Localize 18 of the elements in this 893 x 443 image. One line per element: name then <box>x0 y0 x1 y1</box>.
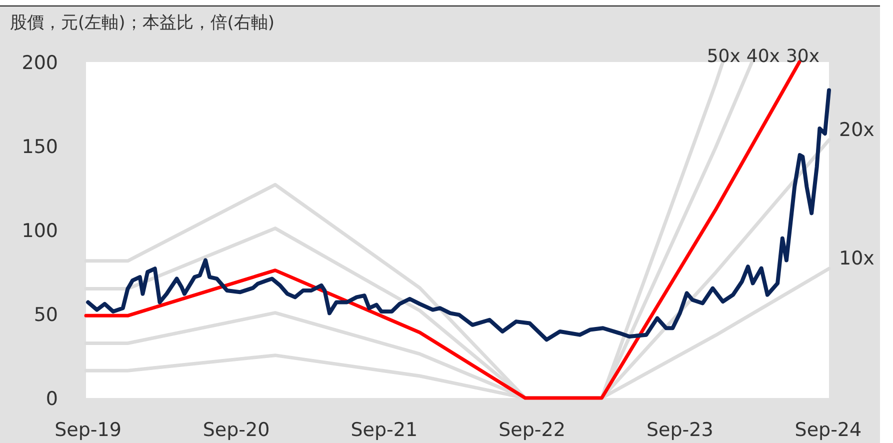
x-tick-label: Sep-22 <box>498 419 566 441</box>
y-tick-label: 200 <box>22 52 58 74</box>
y-tick-label: 0 <box>46 388 58 410</box>
x-tick-label: Sep-19 <box>54 419 122 441</box>
series-label: 30x <box>786 46 820 67</box>
chart-title: 股價，元(左軸)；本益比，倍(右軸) <box>10 13 275 33</box>
y-tick-label: 50 <box>34 304 58 326</box>
x-tick-label: Sep-20 <box>202 419 270 441</box>
x-tick-label: Sep-23 <box>646 419 714 441</box>
x-tick-label: Sep-21 <box>350 419 418 441</box>
line-series <box>86 88 831 342</box>
series-label: 10x <box>839 248 874 270</box>
series-label: 50x <box>706 46 741 67</box>
x-tick-label: Sep-24 <box>794 419 862 441</box>
y-tick-label: 100 <box>22 220 58 242</box>
series-label: 20x <box>839 118 874 141</box>
y-tick-label: 150 <box>22 136 58 158</box>
series-label: 40x <box>746 46 780 67</box>
